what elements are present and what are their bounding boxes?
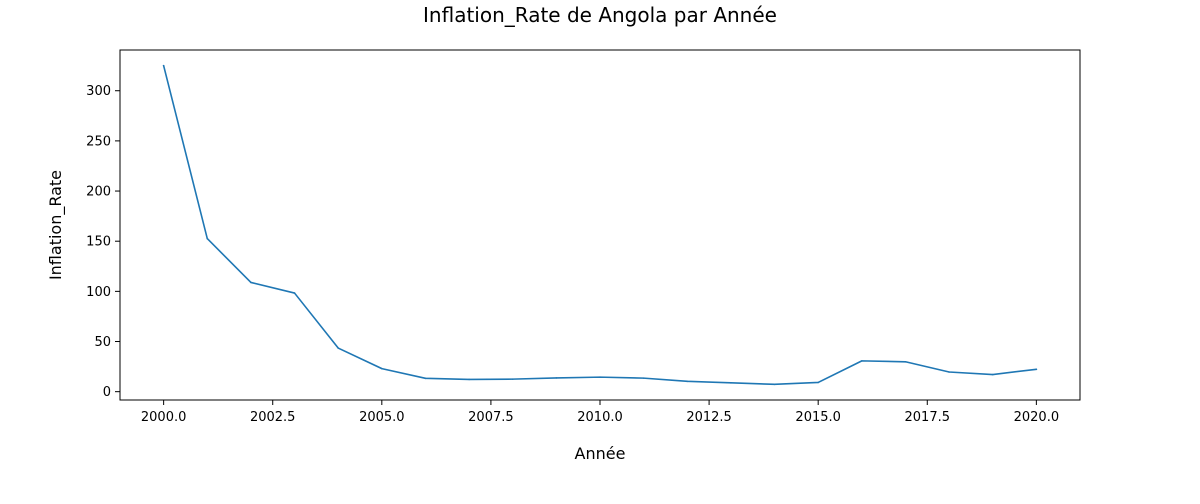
x-tick-label: 2012.5 [686,410,732,425]
data-point [337,347,339,349]
x-tick-label: 2010.0 [577,410,623,425]
data-point [468,378,470,381]
series-line [162,64,1038,386]
x-tick-label: 2000.0 [141,410,187,425]
data-point [250,281,252,284]
y-tick-label: 100 [86,285,111,300]
data-point [730,382,732,384]
chart-title: Inflation_Rate de Angola par Année [423,3,777,27]
x-tick-label: 2015.0 [795,410,841,425]
data-point [293,292,296,294]
x-axis-label: Année [575,444,626,463]
y-tick-label: 300 [86,84,111,99]
data-point [206,237,209,240]
data-point [861,360,863,362]
data-point [642,377,645,379]
data-point [511,378,514,380]
x-tick-label: 2005.0 [359,410,405,425]
x-tick-label: 2020.0 [1014,410,1060,425]
data-point [162,64,165,67]
y-tick-label: 0 [103,385,111,400]
data-point [686,380,689,383]
y-tick-label: 250 [86,134,111,149]
data-point [991,373,994,376]
data-point [773,383,776,386]
plot-area-frame [119,49,1081,401]
data-point [381,367,383,370]
data-point [1035,368,1038,371]
data-point [599,376,601,378]
x-axis-ticks: 2000.0 2002.5 2005.0 2007.5 2010.0 2012.5 2015… [141,400,1059,425]
data-point [424,377,427,380]
data-point [948,371,950,373]
y-tick-label: 150 [86,235,111,250]
data-point [817,381,819,384]
data-points [162,64,1038,386]
data-point [555,377,558,379]
x-tick-label: 2017.5 [905,410,951,425]
y-tick-label: 50 [94,335,111,350]
x-tick-label: 2002.5 [250,410,296,425]
y-axis-label: Inflation_Rate [46,170,66,280]
y-axis-ticks: 0 50 100 150 200 250 300 [86,84,120,400]
data-point [904,360,907,363]
y-tick-label: 200 [86,185,111,200]
x-tick-label: 2007.5 [468,410,514,425]
